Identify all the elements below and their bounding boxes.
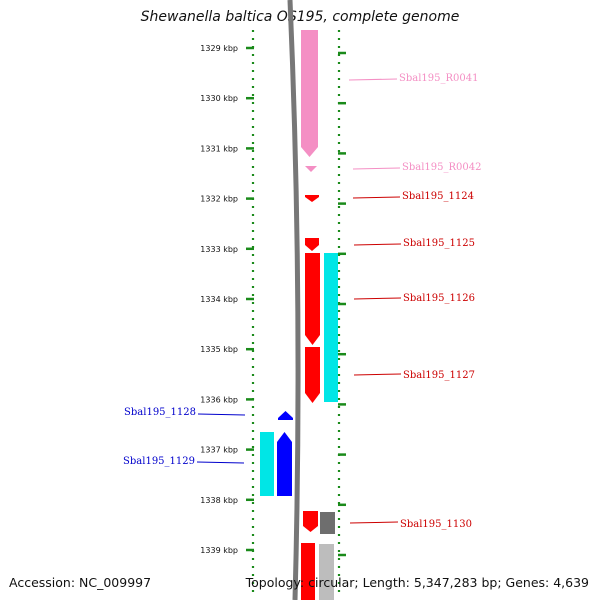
genome-title: Shewanella baltica OS195, complete genom…	[140, 9, 460, 25]
gene-label: Sbal195_R0042	[402, 162, 481, 173]
gene-feature-1128	[278, 411, 293, 420]
genome-summary: Topology: circular; Length: 5,347,283 bp…	[245, 575, 589, 590]
kbp-tick-label: 1334 kbp	[200, 295, 238, 304]
rna-feature-r0041	[301, 30, 318, 157]
gene-label-leader	[348, 78, 398, 81]
kbp-tick-label: 1331 kbp	[200, 144, 238, 153]
kbp-tick-label: 1338 kbp	[200, 496, 238, 505]
gene-label-leader	[353, 243, 402, 246]
gene-feature-1127	[305, 347, 320, 403]
gene-feature-next-forward	[301, 543, 315, 600]
gene-label-leader	[197, 413, 246, 416]
kbp-tick-label: 1330 kbp	[200, 94, 238, 103]
cds-feature-1129	[260, 432, 274, 496]
kbp-tick-label: 1332 kbp	[200, 195, 238, 204]
kbp-tick-label: 1335 kbp	[200, 345, 238, 354]
gene-label: Sbal195_1126	[403, 293, 475, 304]
kbp-tick-label: 1333 kbp	[200, 245, 238, 254]
kbp-tick-label: 1336 kbp	[200, 395, 238, 404]
backbone-line	[287, 0, 301, 600]
gene-label-leader	[353, 297, 402, 300]
gene-label: Sbal195_1129	[123, 456, 195, 467]
kbp-tick-label: 1337 kbp	[200, 446, 238, 455]
gene-feature-1126	[305, 253, 320, 345]
gene-label: Sbal195_1125	[403, 238, 475, 249]
gene-feature-1130	[303, 511, 318, 532]
gene-feature-1129	[277, 432, 292, 496]
gene-label-leader	[352, 196, 401, 199]
gene-features	[260, 30, 338, 600]
feature-grey-dark	[320, 512, 335, 534]
gene-label-leader	[349, 521, 399, 524]
kbp-tick-label: 1329 kbp	[200, 44, 238, 53]
kbp-axis: 1329 kbp 1330 kbp 1331 kbp 1332 kbp 1333 kbp…	[200, 44, 346, 557]
gene-feature-1124	[305, 195, 319, 202]
gene-label: Sbal195_1130	[400, 519, 472, 530]
gene-label: Sbal195_R0041	[399, 73, 478, 84]
kbp-tick-label: 1339 kbp	[200, 546, 238, 555]
accession-label: Accession: NC_009997	[9, 575, 152, 590]
gene-label-leader	[352, 167, 401, 170]
genome-backbone	[287, 0, 301, 600]
gene-label: Sbal195_1124	[402, 191, 474, 202]
gene-feature-1125	[305, 238, 319, 251]
gene-label: Sbal195_1128	[124, 407, 196, 418]
gene-label-leader	[353, 373, 402, 376]
gene-labels: Sbal195_R0041 Sbal195_R0042 Sbal195_1124 Sb…	[123, 73, 481, 530]
feature-grey-light	[319, 544, 334, 600]
gene-label-leader	[196, 461, 245, 464]
strand-dot-guides	[251, 30, 341, 598]
cds-feature-1126-1127	[324, 253, 338, 402]
rna-feature-r0042	[305, 166, 317, 172]
gene-label: Sbal195_1127	[403, 370, 475, 381]
